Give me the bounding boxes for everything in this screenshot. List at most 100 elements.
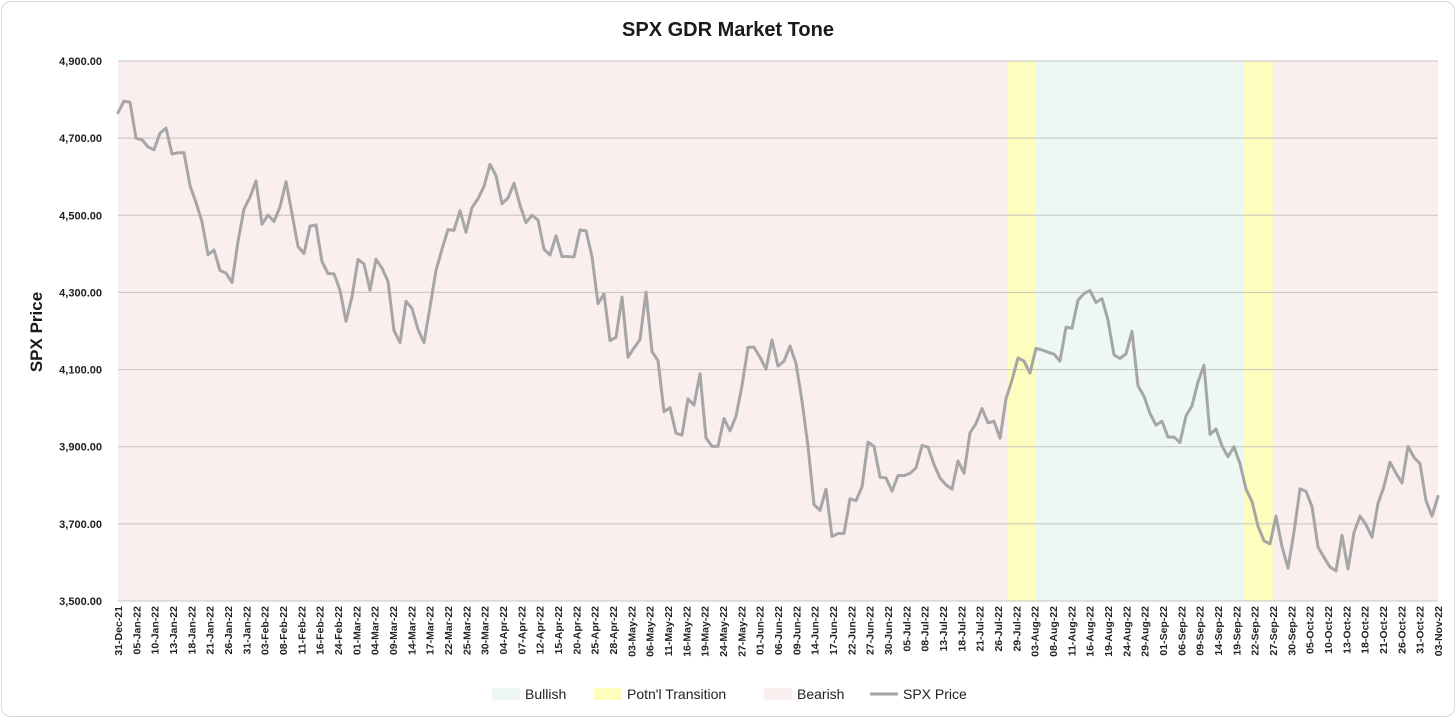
legend-label-bearish: Bearish (797, 686, 844, 702)
x-tick-label: 08-Aug-22 (1048, 606, 1060, 657)
x-tick-label: 17-Mar-22 (425, 606, 437, 655)
x-tick-label: 29-Aug-22 (1140, 606, 1152, 657)
x-tick-label: 18-Jul-22 (956, 606, 968, 652)
x-tick-label: 17-Jun-22 (828, 606, 840, 655)
x-tick-label: 11-Feb-22 (296, 606, 308, 655)
x-tick-label: 09-Sep-22 (1195, 606, 1207, 656)
legend-swatch-potn-l-transition (594, 688, 622, 700)
x-tick-label: 25-Apr-22 (590, 606, 602, 655)
x-tick-label: 19-Aug-22 (1103, 606, 1115, 657)
x-tick-label: 26-Jan-22 (223, 606, 235, 655)
x-tick-label: 13-Oct-22 (1341, 606, 1353, 654)
legend-label-potn-l-transition: Potn'l Transition (627, 686, 726, 702)
y-tick-label: 3,700.00 (59, 519, 102, 531)
chart-title: SPX GDR Market Tone (622, 19, 834, 41)
region-bearish-4 (1273, 61, 1438, 601)
y-tick-label: 3,900.00 (59, 442, 102, 454)
x-tick-label: 31-Oct-22 (1415, 606, 1427, 654)
x-tick-label: 14-Jun-22 (810, 606, 822, 655)
x-tick-label: 16-May-22 (681, 606, 693, 657)
x-tick-label: 30-Sep-22 (1286, 606, 1298, 656)
gridlines (118, 60, 1438, 602)
x-tick-label: 06-Jun-22 (773, 606, 785, 655)
y-axis-label: SPX Price (27, 292, 46, 372)
x-tick-label: 22-Mar-22 (443, 606, 455, 655)
x-tick-label: 21-Oct-22 (1378, 606, 1390, 654)
region-bearish-0 (118, 61, 1008, 601)
x-tick-label: 05-Jan-22 (131, 606, 143, 655)
x-tick-label: 19-Sep-22 (1231, 606, 1243, 656)
x-tick-label: 01-Mar-22 (351, 606, 363, 655)
x-tick-label: 27-Jun-22 (865, 606, 877, 655)
x-tick-label: 07-Apr-22 (516, 606, 528, 655)
region-potn-l-transition-1 (1007, 61, 1037, 601)
x-tick-label: 30-Mar-22 (480, 606, 492, 655)
region-bullish-2 (1036, 61, 1245, 601)
x-tick-label: 16-Aug-22 (1085, 606, 1097, 657)
x-tick-label: 20-Apr-22 (571, 606, 583, 655)
legend-swatch-bullish (492, 688, 520, 700)
x-tick-label: 03-Aug-22 (1030, 606, 1042, 657)
x-tick-label: 10-Oct-22 (1323, 606, 1335, 654)
y-axis-ticks: 3,500.00 3,700.00 3,900.00 4,100.00 4,300.00… (59, 56, 102, 608)
x-tick-label: 24-Aug-22 (1121, 606, 1133, 657)
x-tick-label: 05-Jul-22 (901, 606, 913, 652)
x-tick-label: 14-Mar-22 (406, 606, 418, 655)
x-tick-label: 08-Jul-22 (920, 606, 932, 652)
x-tick-label: 18-Oct-22 (1360, 606, 1372, 654)
x-tick-label: 11-May-22 (663, 606, 675, 656)
x-tick-label: 26-Jul-22 (993, 606, 1005, 652)
x-tick-label: 01-Sep-22 (1158, 606, 1170, 656)
x-tick-label: 24-May-22 (718, 606, 730, 657)
x-tick-label: 25-Mar-22 (461, 606, 473, 655)
x-tick-label: 12-Apr-22 (535, 606, 547, 655)
x-tick-label: 01-Jun-22 (755, 606, 767, 655)
x-tick-label: 27-Sep-22 (1268, 606, 1280, 656)
x-tick-label: 09-Mar-22 (388, 606, 400, 655)
y-tick-label: 4,100.00 (59, 365, 102, 377)
x-tick-label: 31-Jan-22 (241, 606, 253, 655)
x-tick-label: 28-Apr-22 (608, 606, 620, 655)
y-tick-label: 4,900.00 (59, 56, 102, 68)
x-tick-label: 21-Jul-22 (975, 606, 987, 652)
legend-swatch-bearish (764, 688, 792, 700)
x-tick-label: 27-May-22 (736, 606, 748, 657)
x-tick-label: 03-Feb-22 (260, 606, 272, 655)
legend: Bullish Potn'l Transition Bearish SPX Price (492, 686, 967, 702)
x-tick-label: 06-Sep-22 (1176, 606, 1188, 656)
x-tick-label: 04-Mar-22 (370, 606, 382, 655)
x-tick-label: 26-Oct-22 (1396, 606, 1408, 654)
x-tick-label: 15-Apr-22 (553, 606, 565, 655)
x-tick-label: 11-Aug-22 (1066, 606, 1078, 656)
x-tick-label: 03-Nov-22 (1433, 606, 1445, 656)
x-tick-label: 29-Jul-22 (1011, 606, 1023, 652)
x-tick-label: 13-Jul-22 (938, 606, 950, 652)
x-tick-label: 03-May-22 (626, 606, 638, 657)
spx-price-line (116, 99, 1440, 573)
y-tick-label: 3,500.00 (59, 596, 102, 608)
x-tick-label: 30-Jun-22 (883, 606, 895, 655)
x-tick-label: 24-Feb-22 (333, 606, 345, 655)
x-tick-label: 09-Jun-22 (791, 606, 803, 655)
y-tick-label: 4,700.00 (59, 133, 102, 145)
x-tick-label: 31-Dec-21 (113, 606, 125, 656)
legend-label-spx-price: SPX Price (903, 686, 967, 702)
x-tick-label: 05-Oct-22 (1305, 606, 1317, 654)
x-tick-label: 04-Apr-22 (498, 606, 510, 655)
x-tick-label: 08-Feb-22 (278, 606, 290, 655)
x-tick-label: 22-Jun-22 (846, 606, 858, 655)
x-tick-label: 19-May-22 (700, 606, 712, 657)
x-axis-ticks: 31-Dec-21 05-Jan-22 10-Jan-22 13-Jan-22 18-J… (113, 606, 1445, 657)
y-tick-label: 4,500.00 (59, 210, 102, 222)
x-tick-label: 06-May-22 (645, 606, 657, 657)
y-tick-label: 4,300.00 (59, 287, 102, 299)
x-tick-label: 16-Feb-22 (315, 606, 327, 655)
x-tick-label: 21-Jan-22 (205, 606, 217, 655)
x-tick-label: 10-Jan-22 (150, 606, 162, 655)
x-tick-label: 18-Jan-22 (186, 606, 198, 655)
x-tick-label: 13-Jan-22 (168, 606, 180, 655)
x-tick-label: 14-Sep-22 (1213, 606, 1225, 656)
legend-label-bullish: Bullish (525, 686, 566, 702)
